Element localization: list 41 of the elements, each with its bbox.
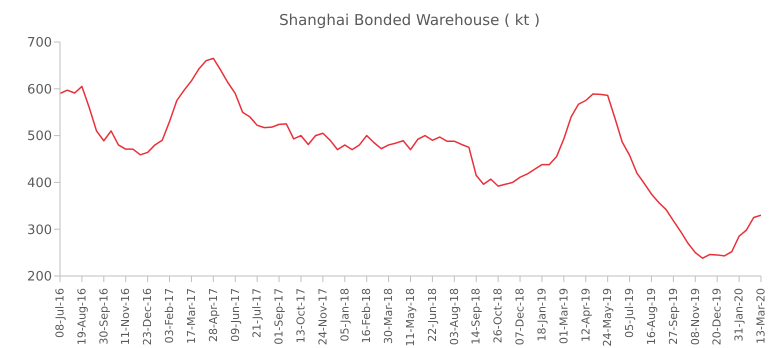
y-tick-label: 400 [27,176,52,192]
x-tick-label: 24-May-19 [601,288,614,346]
x-tick-label: 22-Jun-18 [426,288,439,342]
x-tick-label: 05-Jan-18 [338,288,352,342]
y-tick-label: 300 [27,222,52,238]
x-tick-label: 26-Oct-18 [492,288,505,344]
chart-title: Shanghai Bonded Warehouse ( kt ) [278,10,541,31]
x-tick-label: 31-Jan-20 [732,288,746,342]
x-tick-label: 17-Mar-17 [184,288,198,344]
x-tick-label: 05-Jul-19 [623,288,636,338]
x-tick-label: 13-Mar-20 [754,288,768,344]
x-tick-label: 30-Sep-16 [97,288,110,345]
x-tick-label: 27-Sep-19 [666,288,680,345]
x-tick-label: 09-Jun-17 [228,288,242,342]
y-tick-label: 700 [27,36,52,51]
x-tick-label: 18-Jan-19 [535,288,548,342]
x-tick-label: 08-Nov-19 [688,288,702,346]
y-tick-label: 600 [27,82,52,98]
x-tick-label: 03-Aug-18 [448,288,461,346]
x-tick-label: 23-Dec-16 [141,288,154,346]
x-tick-label: 19-Aug-16 [75,288,88,346]
x-tick-label: 07-Dec-18 [514,288,527,346]
x-tick-label: 03-Feb-17 [163,288,176,344]
x-tick-label: 30-Mar-18 [382,288,396,344]
x-tick-label: 13-Oct-17 [294,288,308,344]
x-tick-label: 08-Jul-16 [54,288,66,338]
x-tick-label: 28-Apr-17 [206,288,220,342]
x-tick-label: 16-Feb-18 [360,288,374,344]
x-tick-label: 24-Nov-17 [316,288,330,346]
x-tick-label: 20-Dec-19 [710,288,724,346]
x-tick-label: 11-May-18 [404,288,417,346]
x-tick-label: 12-Apr-19 [579,288,592,342]
x-tick-label: 01-Sep-17 [272,288,286,345]
x-tick-label: 16-Aug-19 [644,288,658,346]
x-tick-label: 11-Nov-16 [119,288,132,346]
y-tick-label: 500 [27,129,52,144]
x-tick-label: 01-Mar-19 [557,288,570,344]
line-series [60,58,761,259]
x-tick-label: 14-Sep-18 [470,288,483,345]
y-tick-label: 200 [27,270,52,285]
x-tick-label: 21-Jul-17 [250,288,264,338]
